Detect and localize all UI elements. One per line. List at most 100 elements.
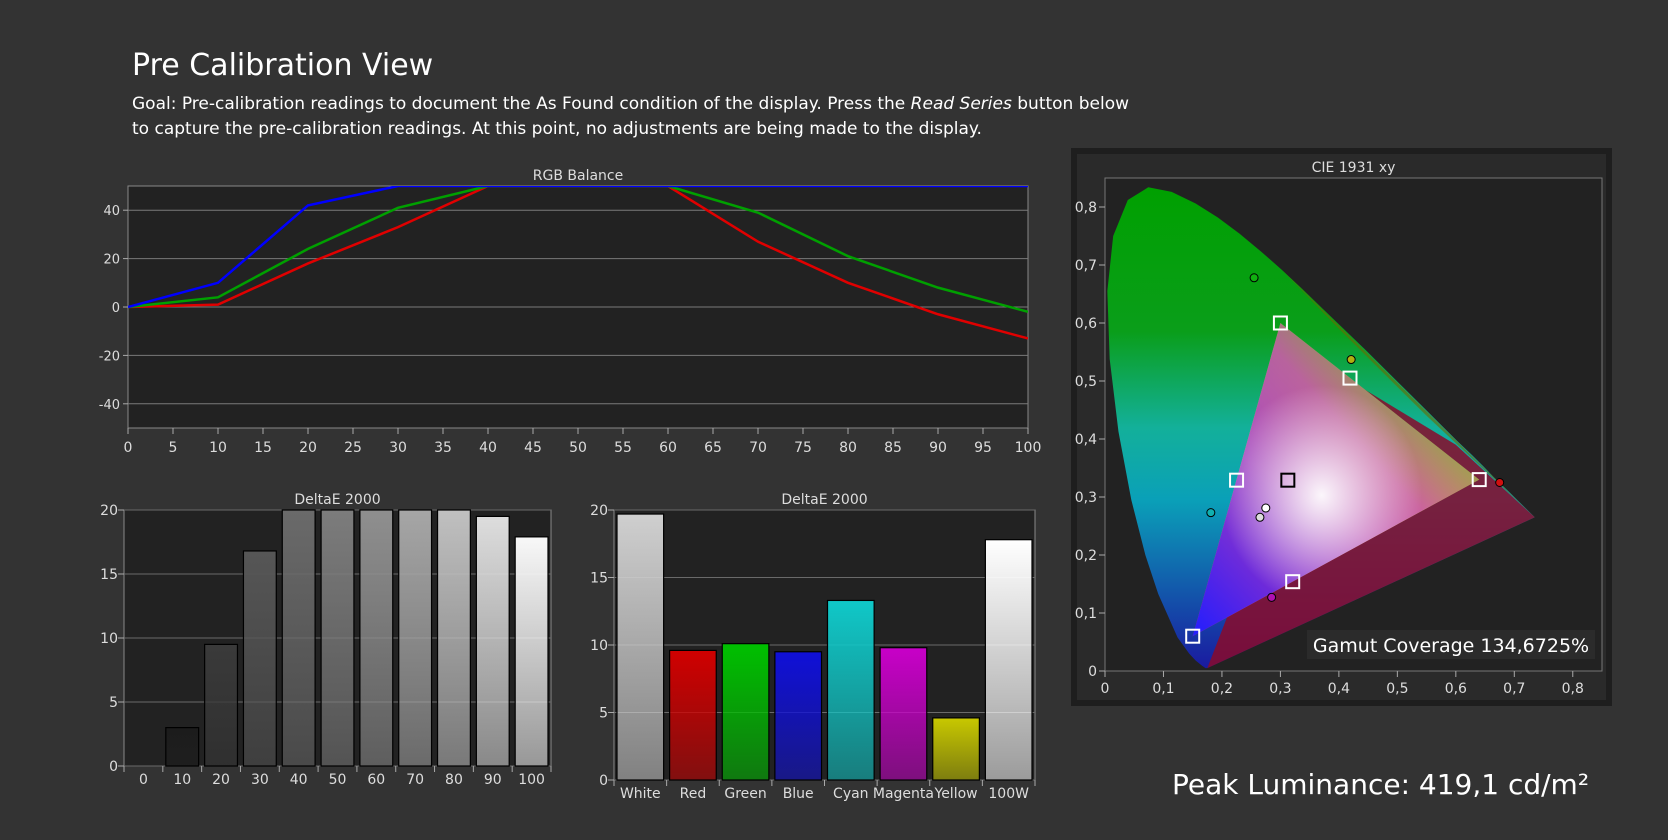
- rgb-x-tick-label: 55: [614, 440, 632, 456]
- cie-x-tick-label: 0,1: [1152, 681, 1174, 697]
- rgb-x-tick-label: 75: [794, 440, 812, 456]
- rgb-x-tick-label: 60: [659, 440, 677, 456]
- peak-luminance: Peak Luminance: 419,1 cd/m²: [1172, 768, 1590, 801]
- color-bar: [669, 649, 717, 781]
- rgb-x-tick-label: 15: [254, 440, 272, 456]
- gray-bar: [281, 509, 316, 767]
- cie-x-tick-label: 0,5: [1386, 681, 1408, 697]
- rgb-y-tick-label: 20: [103, 253, 120, 268]
- cie-measured-white-1: [1261, 503, 1271, 513]
- cie-measured-green: [1249, 273, 1259, 283]
- gray-y-tick-label: 15: [100, 567, 118, 583]
- color-x-tick-label: Cyan: [833, 786, 869, 802]
- color-bar: [774, 651, 823, 781]
- color-y-tick-label: 15: [590, 571, 608, 587]
- cie-y-tick-label: 0,3: [1075, 490, 1097, 506]
- cie-title: CIE 1931 xy: [1312, 160, 1396, 176]
- cie-measured-magenta: [1267, 592, 1277, 602]
- gray-x-tick-label: 50: [329, 772, 347, 788]
- rgb-x-tick-label: 40: [479, 440, 497, 456]
- color-y-tick-label: 10: [590, 638, 608, 654]
- gray-y-tick-label: 10: [100, 631, 118, 647]
- gray-bar: [436, 509, 471, 767]
- cie-y-tick-label: 0,6: [1075, 316, 1097, 332]
- rgb-x-tick-label: 10: [209, 440, 227, 456]
- gray-bar: [165, 726, 200, 767]
- cie-measured-red: [1495, 478, 1505, 487]
- color-x-tick-label: Yellow: [934, 786, 978, 802]
- color-y-tick-label: 20: [590, 503, 608, 519]
- gray-x-tick-label: 60: [367, 772, 385, 788]
- color-x-tick-label: 100W: [988, 786, 1029, 802]
- color-bar: [932, 717, 980, 781]
- gray-x-tick-label: 10: [173, 772, 191, 788]
- cie-target-yellow: [1342, 370, 1358, 386]
- gray-bar: [514, 536, 549, 767]
- rgb-x-tick-label: 70: [749, 440, 767, 456]
- goal-text: Goal: Pre-calibration readings to docume…: [132, 92, 1132, 142]
- gray-y-tick-label: 5: [109, 695, 118, 711]
- rgb-series-line: [128, 186, 1028, 340]
- cie-target-blue: [1185, 628, 1201, 644]
- rgb-x-tick-label: 35: [434, 440, 452, 456]
- cie-measured-cyan: [1206, 508, 1216, 518]
- gray-x-tick-label: 30: [251, 772, 269, 788]
- rgb-x-tick-label: 0: [124, 440, 133, 456]
- cie-measured-white-2: [1255, 512, 1265, 522]
- rgb-y-tick-label: 40: [103, 204, 120, 219]
- rgb-x-tick-label: 80: [839, 440, 857, 456]
- color-x-tick-label: Magenta: [873, 786, 934, 802]
- gray-bar: [204, 643, 239, 767]
- cie-y-tick-label: 0,4: [1075, 432, 1097, 448]
- rgb-series-line: [128, 186, 1028, 314]
- rgb-x-tick-label: 50: [569, 440, 587, 456]
- cie-target-white: [1280, 472, 1296, 488]
- cie-y-tick-label: 0,1: [1075, 606, 1097, 622]
- cie-x-tick-label: 0,6: [1445, 681, 1467, 697]
- rgb-x-tick-label: 90: [929, 440, 947, 456]
- cie-target-green: [1272, 315, 1288, 331]
- cie-x-tick-label: 0: [1101, 681, 1110, 697]
- gray-x-tick-label: 0: [139, 772, 148, 788]
- gray-x-tick-label: 100: [518, 772, 545, 788]
- gray-bar: [359, 509, 394, 767]
- color-bar: [826, 599, 875, 781]
- gray-y-tick-label: 20: [100, 503, 118, 519]
- page-title: Pre Calibration View: [132, 48, 434, 83]
- cie-yellow-region: [1281, 269, 1535, 518]
- rgb-y-tick-label: 0: [112, 301, 120, 316]
- rgb-balance-chart: RGB Balance 40 20 0 -20 -40 0 5 10 15 20 25 30 35 40 45…: [99, 168, 1042, 456]
- rgb-x-tick-label: 20: [299, 440, 317, 456]
- cie-y-tick-label: 0,8: [1075, 200, 1097, 216]
- cie-measured-yellow: [1346, 355, 1356, 365]
- cie-target-cyan: [1229, 472, 1245, 488]
- cie-x-tick-label: 0,8: [1562, 681, 1584, 697]
- color-bar: [721, 643, 770, 781]
- gray-y-tick-label: 0: [109, 759, 118, 775]
- gamut-coverage-box: [1307, 630, 1595, 659]
- color-bar: [984, 539, 1033, 781]
- gray-x-tick-label: 90: [484, 772, 502, 788]
- gray-x-tick-label: 40: [290, 772, 308, 788]
- cie-target-red: [1471, 472, 1487, 488]
- rgb-x-tick-label: 95: [974, 440, 992, 456]
- cie-target-magenta: [1285, 574, 1301, 590]
- color-x-tick-label: Green: [724, 786, 766, 802]
- color-x-tick-label: White: [620, 786, 661, 802]
- rgb-y-tick-label: -40: [99, 398, 120, 413]
- rgb-x-tick-label: 30: [389, 440, 407, 456]
- gray-bar: [242, 550, 277, 767]
- cie-gamut-triangle-white: [1192, 323, 1480, 637]
- color-bar: [616, 513, 665, 781]
- gamut-coverage-label: Gamut Coverage 134,6725%: [1313, 635, 1589, 657]
- color-deltae-chart: DeltaE 2000 20 15 10 5 0 White Red Green Blue Cyan…: [590, 492, 1036, 802]
- rgb-x-tick-label: 45: [524, 440, 542, 456]
- gray-bar: [475, 515, 510, 767]
- cie-y-tick-label: 0,7: [1075, 258, 1097, 274]
- gray-x-tick-label: 20: [212, 772, 230, 788]
- goal-prefix: Goal: Pre-calibration readings to docume…: [132, 94, 911, 114]
- rgb-x-tick-label: 25: [344, 440, 362, 456]
- gray-bar: [398, 509, 433, 767]
- cie-x-tick-label: 0,7: [1503, 681, 1525, 697]
- color-title: DeltaE 2000: [781, 492, 867, 508]
